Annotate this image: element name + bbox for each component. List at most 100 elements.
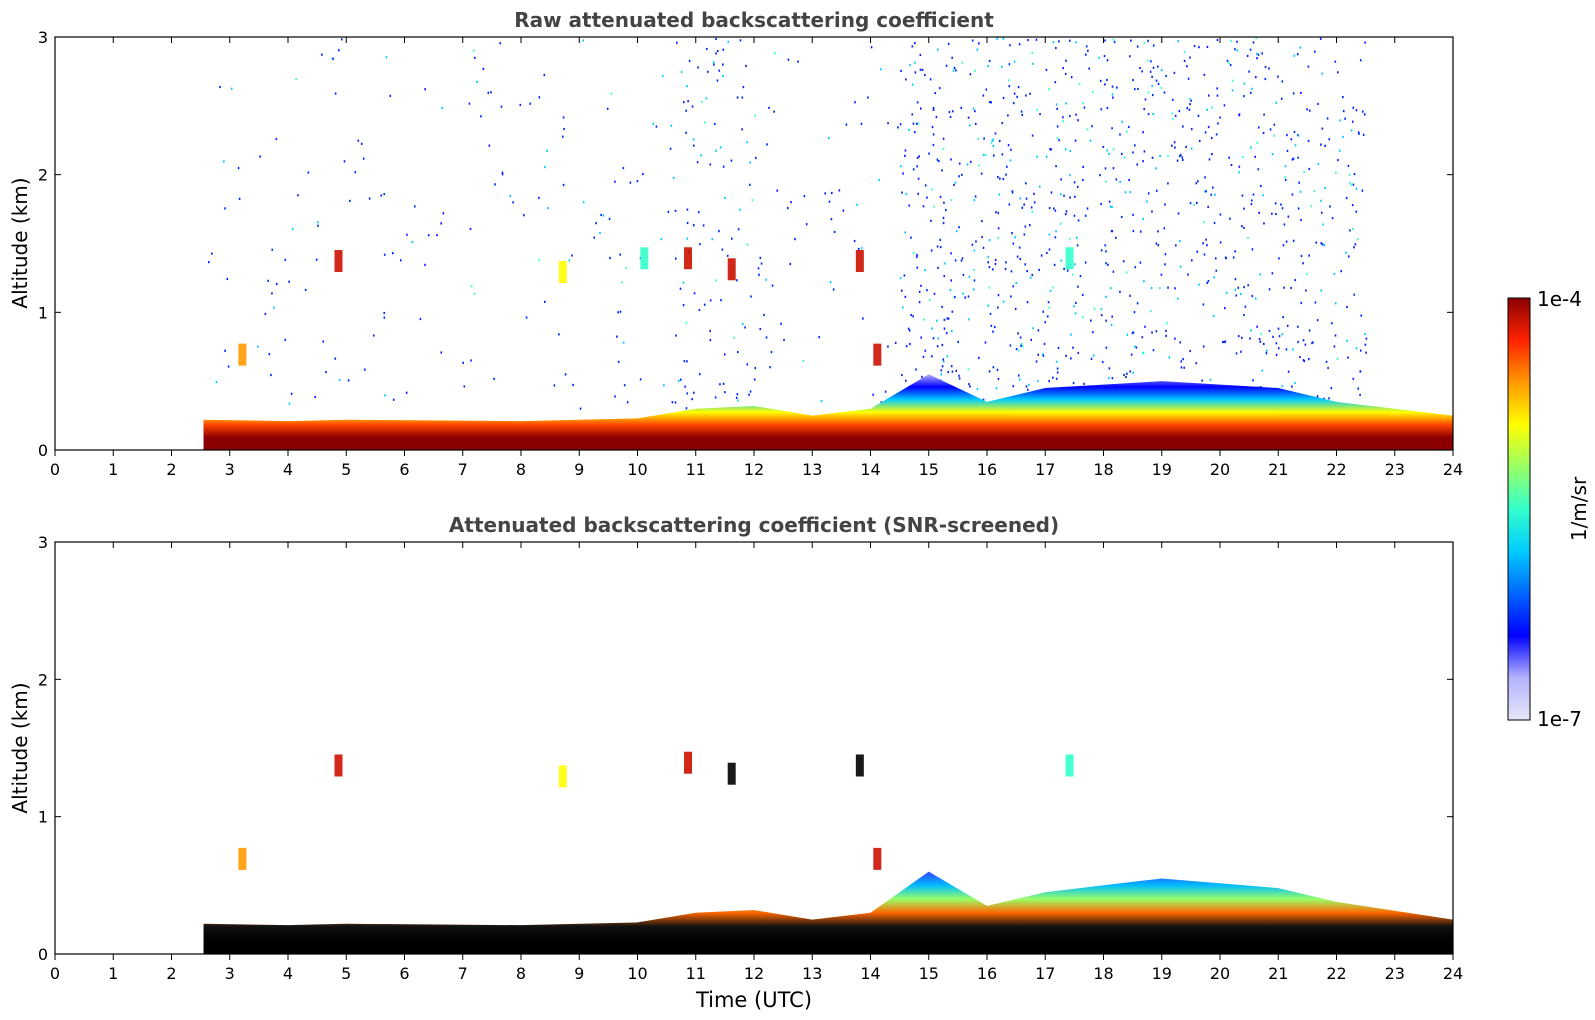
noise-pixel xyxy=(686,85,688,88)
noise-pixel xyxy=(787,58,790,61)
noise-pixel xyxy=(1290,286,1292,290)
noise-pixel xyxy=(911,83,914,86)
noise-pixel xyxy=(1259,273,1262,276)
noise-pixel xyxy=(1147,192,1150,195)
noise-pixel xyxy=(914,41,916,45)
noise-pixel xyxy=(1348,173,1351,176)
noise-pixel xyxy=(1018,246,1021,249)
noise-pixel xyxy=(904,295,907,298)
noise-pixel xyxy=(1023,203,1025,206)
noise-pixel xyxy=(1286,324,1289,327)
noise-pixel xyxy=(1069,174,1071,177)
noise-pixel xyxy=(978,42,980,45)
noise-pixel xyxy=(790,201,792,204)
noise-pixel xyxy=(317,224,319,227)
noise-pixel xyxy=(1142,217,1144,221)
noise-pixel xyxy=(1353,246,1355,249)
noise-pixel xyxy=(1346,339,1348,342)
noise-pixel xyxy=(1330,387,1333,390)
noise-pixel xyxy=(1062,116,1064,119)
noise-pixel xyxy=(1247,284,1250,287)
noise-pixel xyxy=(918,290,921,293)
noise-pixel xyxy=(1026,301,1029,304)
noise-pixel xyxy=(692,144,695,147)
noise-pixel xyxy=(1157,65,1159,68)
noise-pixel xyxy=(928,152,930,155)
noise-pixel xyxy=(1052,207,1055,210)
noise-pixel xyxy=(1113,40,1116,44)
noise-pixel xyxy=(1104,39,1106,42)
noise-pixel xyxy=(749,183,751,186)
noise-pixel xyxy=(1000,65,1003,68)
noise-pixel xyxy=(1256,52,1258,55)
noise-pixel xyxy=(1004,267,1007,271)
noise-pixel xyxy=(1254,297,1257,300)
noise-pixel xyxy=(1187,77,1190,80)
noise-pixel xyxy=(1180,366,1183,369)
noise-pixel xyxy=(372,334,375,337)
noise-pixel xyxy=(1076,185,1079,188)
noise-pixel xyxy=(949,115,952,119)
noise-pixel xyxy=(1007,79,1010,82)
noise-pixel xyxy=(916,156,919,159)
noise-pixel xyxy=(1021,113,1024,117)
noise-pixel xyxy=(1008,203,1011,206)
noise-pixel xyxy=(746,243,749,246)
noise-pixel xyxy=(385,56,388,59)
noise-pixel xyxy=(929,78,932,81)
noise-pixel xyxy=(945,64,948,67)
noise-pixel xyxy=(211,252,213,255)
panel-snr-x-tick-label: 2 xyxy=(166,964,176,983)
noise-pixel xyxy=(1206,281,1209,284)
noise-pixel xyxy=(741,128,743,131)
noise-pixel xyxy=(997,175,999,179)
noise-pixel xyxy=(730,159,733,162)
noise-pixel xyxy=(1297,325,1299,328)
noise-pixel xyxy=(1165,329,1167,333)
noise-pixel xyxy=(1305,289,1307,292)
panel-snr-y-axis: 0 1 2 3 xyxy=(38,533,1453,964)
noise-pixel xyxy=(1070,76,1073,79)
noise-pixel xyxy=(713,63,715,66)
noise-pixel xyxy=(500,105,503,108)
noise-pixel xyxy=(967,368,970,371)
noise-pixel xyxy=(1259,340,1262,343)
noise-pixel xyxy=(1186,65,1188,68)
noise-pixel xyxy=(1268,67,1270,70)
noise-pixel xyxy=(1112,96,1114,99)
noise-pixel xyxy=(1236,40,1238,43)
noise-pixel xyxy=(1308,254,1310,257)
noise-pixel xyxy=(564,373,567,376)
noise-pixel xyxy=(1202,242,1204,245)
noise-pixel xyxy=(933,205,935,208)
noise-pixel xyxy=(737,228,740,231)
noise-pixel xyxy=(1277,347,1280,350)
noise-pixel xyxy=(921,375,923,379)
noise-pixel xyxy=(623,384,626,387)
noise-pixel xyxy=(1221,340,1224,344)
noise-pixel xyxy=(1293,54,1296,57)
noise-pixel xyxy=(354,171,357,174)
noise-pixel xyxy=(1171,144,1173,147)
noise-pixel xyxy=(905,192,908,196)
noise-pixel xyxy=(1104,167,1107,170)
noise-pixel xyxy=(1007,144,1010,147)
noise-pixel xyxy=(219,85,221,89)
noise-pixel xyxy=(1144,325,1146,328)
noise-pixel xyxy=(1243,207,1245,210)
noise-pixel xyxy=(968,275,971,278)
noise-pixel xyxy=(1177,40,1180,43)
noise-pixel xyxy=(696,161,699,164)
noise-pixel xyxy=(1129,294,1131,297)
noise-pixel xyxy=(1193,203,1196,206)
noise-pixel xyxy=(983,153,985,156)
noise-pixel xyxy=(706,47,708,51)
noise-pixel xyxy=(1303,170,1305,173)
noise-pixel xyxy=(609,256,611,260)
noise-pixel xyxy=(1187,273,1189,276)
noise-pixel xyxy=(1055,46,1057,50)
noise-pixel xyxy=(951,110,954,113)
noise-pixel xyxy=(950,279,953,282)
noise-pixel xyxy=(684,385,687,388)
noise-pixel xyxy=(1173,71,1176,75)
